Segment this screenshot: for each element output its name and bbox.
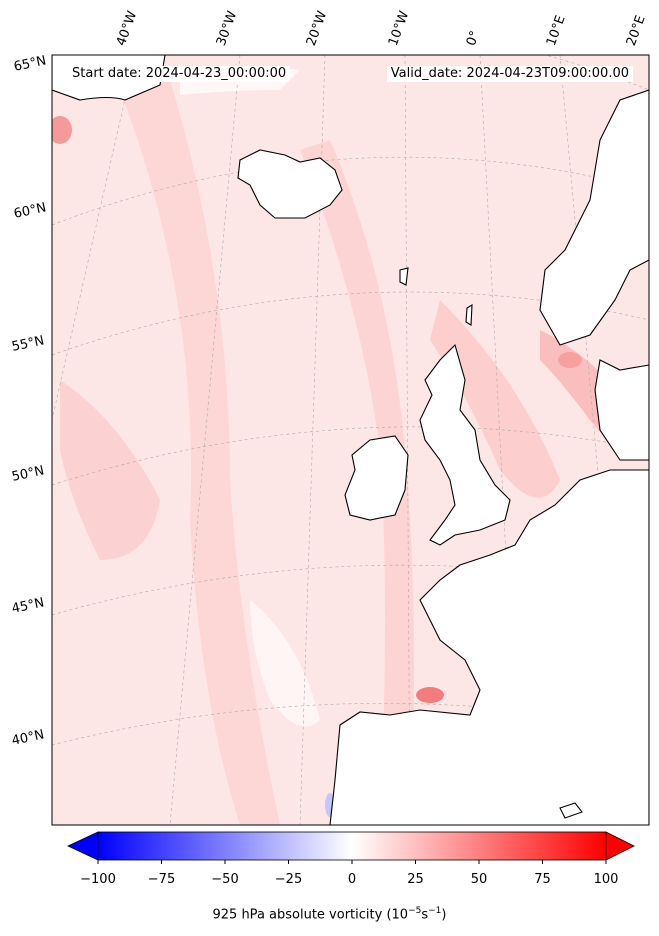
vorticity-field [52, 55, 649, 825]
colorbar-tick-label: −100 [80, 872, 116, 887]
map-border [51, 54, 650, 826]
colorbar-tick-label: −75 [147, 872, 176, 887]
colorbar-tick-label: 25 [407, 872, 424, 887]
colorbar-tick-label: −50 [211, 872, 239, 887]
colorbar-tick-label: 0 [347, 872, 357, 887]
colorbar-title-text: 925 hPa absolute vorticity (10 [212, 907, 409, 923]
colorbar-title-exp2: −1 [428, 906, 442, 916]
colorbar-tick-label: 75 [534, 872, 551, 887]
colorbar [67, 831, 635, 864]
valid-date-label: Valid_date: 2024-04-23T09:00:00.00 [386, 66, 633, 82]
colorbar-title: 925 hPa absolute vorticity (10−5s−1) [0, 906, 659, 922]
colorbar-tick-label: 50 [470, 872, 488, 887]
colorbar-tick-label: −25 [274, 872, 303, 887]
colorbar-title-exp1: −5 [408, 906, 422, 916]
start-date-label: Start date: 2024-04-23_00:00:00 [68, 66, 291, 82]
colorbar-title-unit: s [421, 907, 429, 923]
colorbar-tick-label: 100 [593, 872, 619, 887]
colorbar-title-close: ) [441, 907, 447, 923]
